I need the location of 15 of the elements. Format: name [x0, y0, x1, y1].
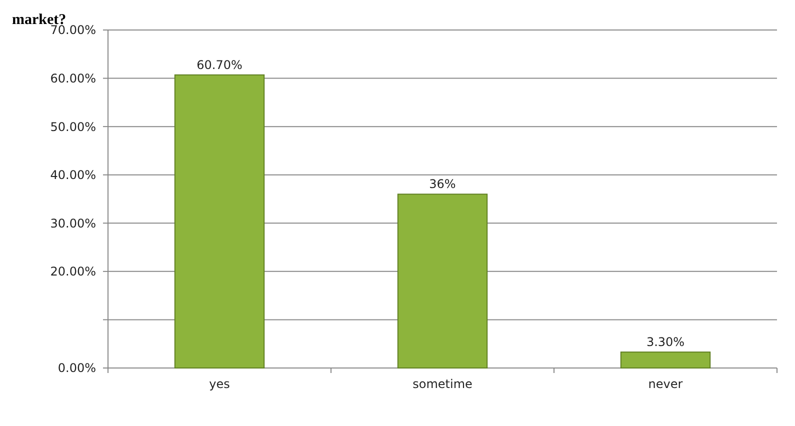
data-label: 36%	[429, 177, 456, 192]
x-tick-label: never	[648, 377, 683, 391]
x-tick-label: yes	[209, 377, 230, 391]
bar	[174, 74, 265, 368]
data-label: 60.70%	[196, 58, 242, 72]
y-tick-label: 40.00%	[50, 168, 96, 182]
y-tick-label: 30.00%	[50, 216, 96, 230]
bar	[620, 352, 711, 368]
y-tick-label: 60.00%	[50, 71, 96, 86]
y-tick-label: 50.00%	[50, 120, 96, 134]
y-tick-label: 0.00%	[58, 361, 96, 376]
y-tick-label: 20.00%	[50, 264, 96, 279]
data-label: 3.30%	[646, 335, 685, 350]
x-tick-label: sometime	[412, 377, 472, 391]
bar	[397, 194, 488, 368]
